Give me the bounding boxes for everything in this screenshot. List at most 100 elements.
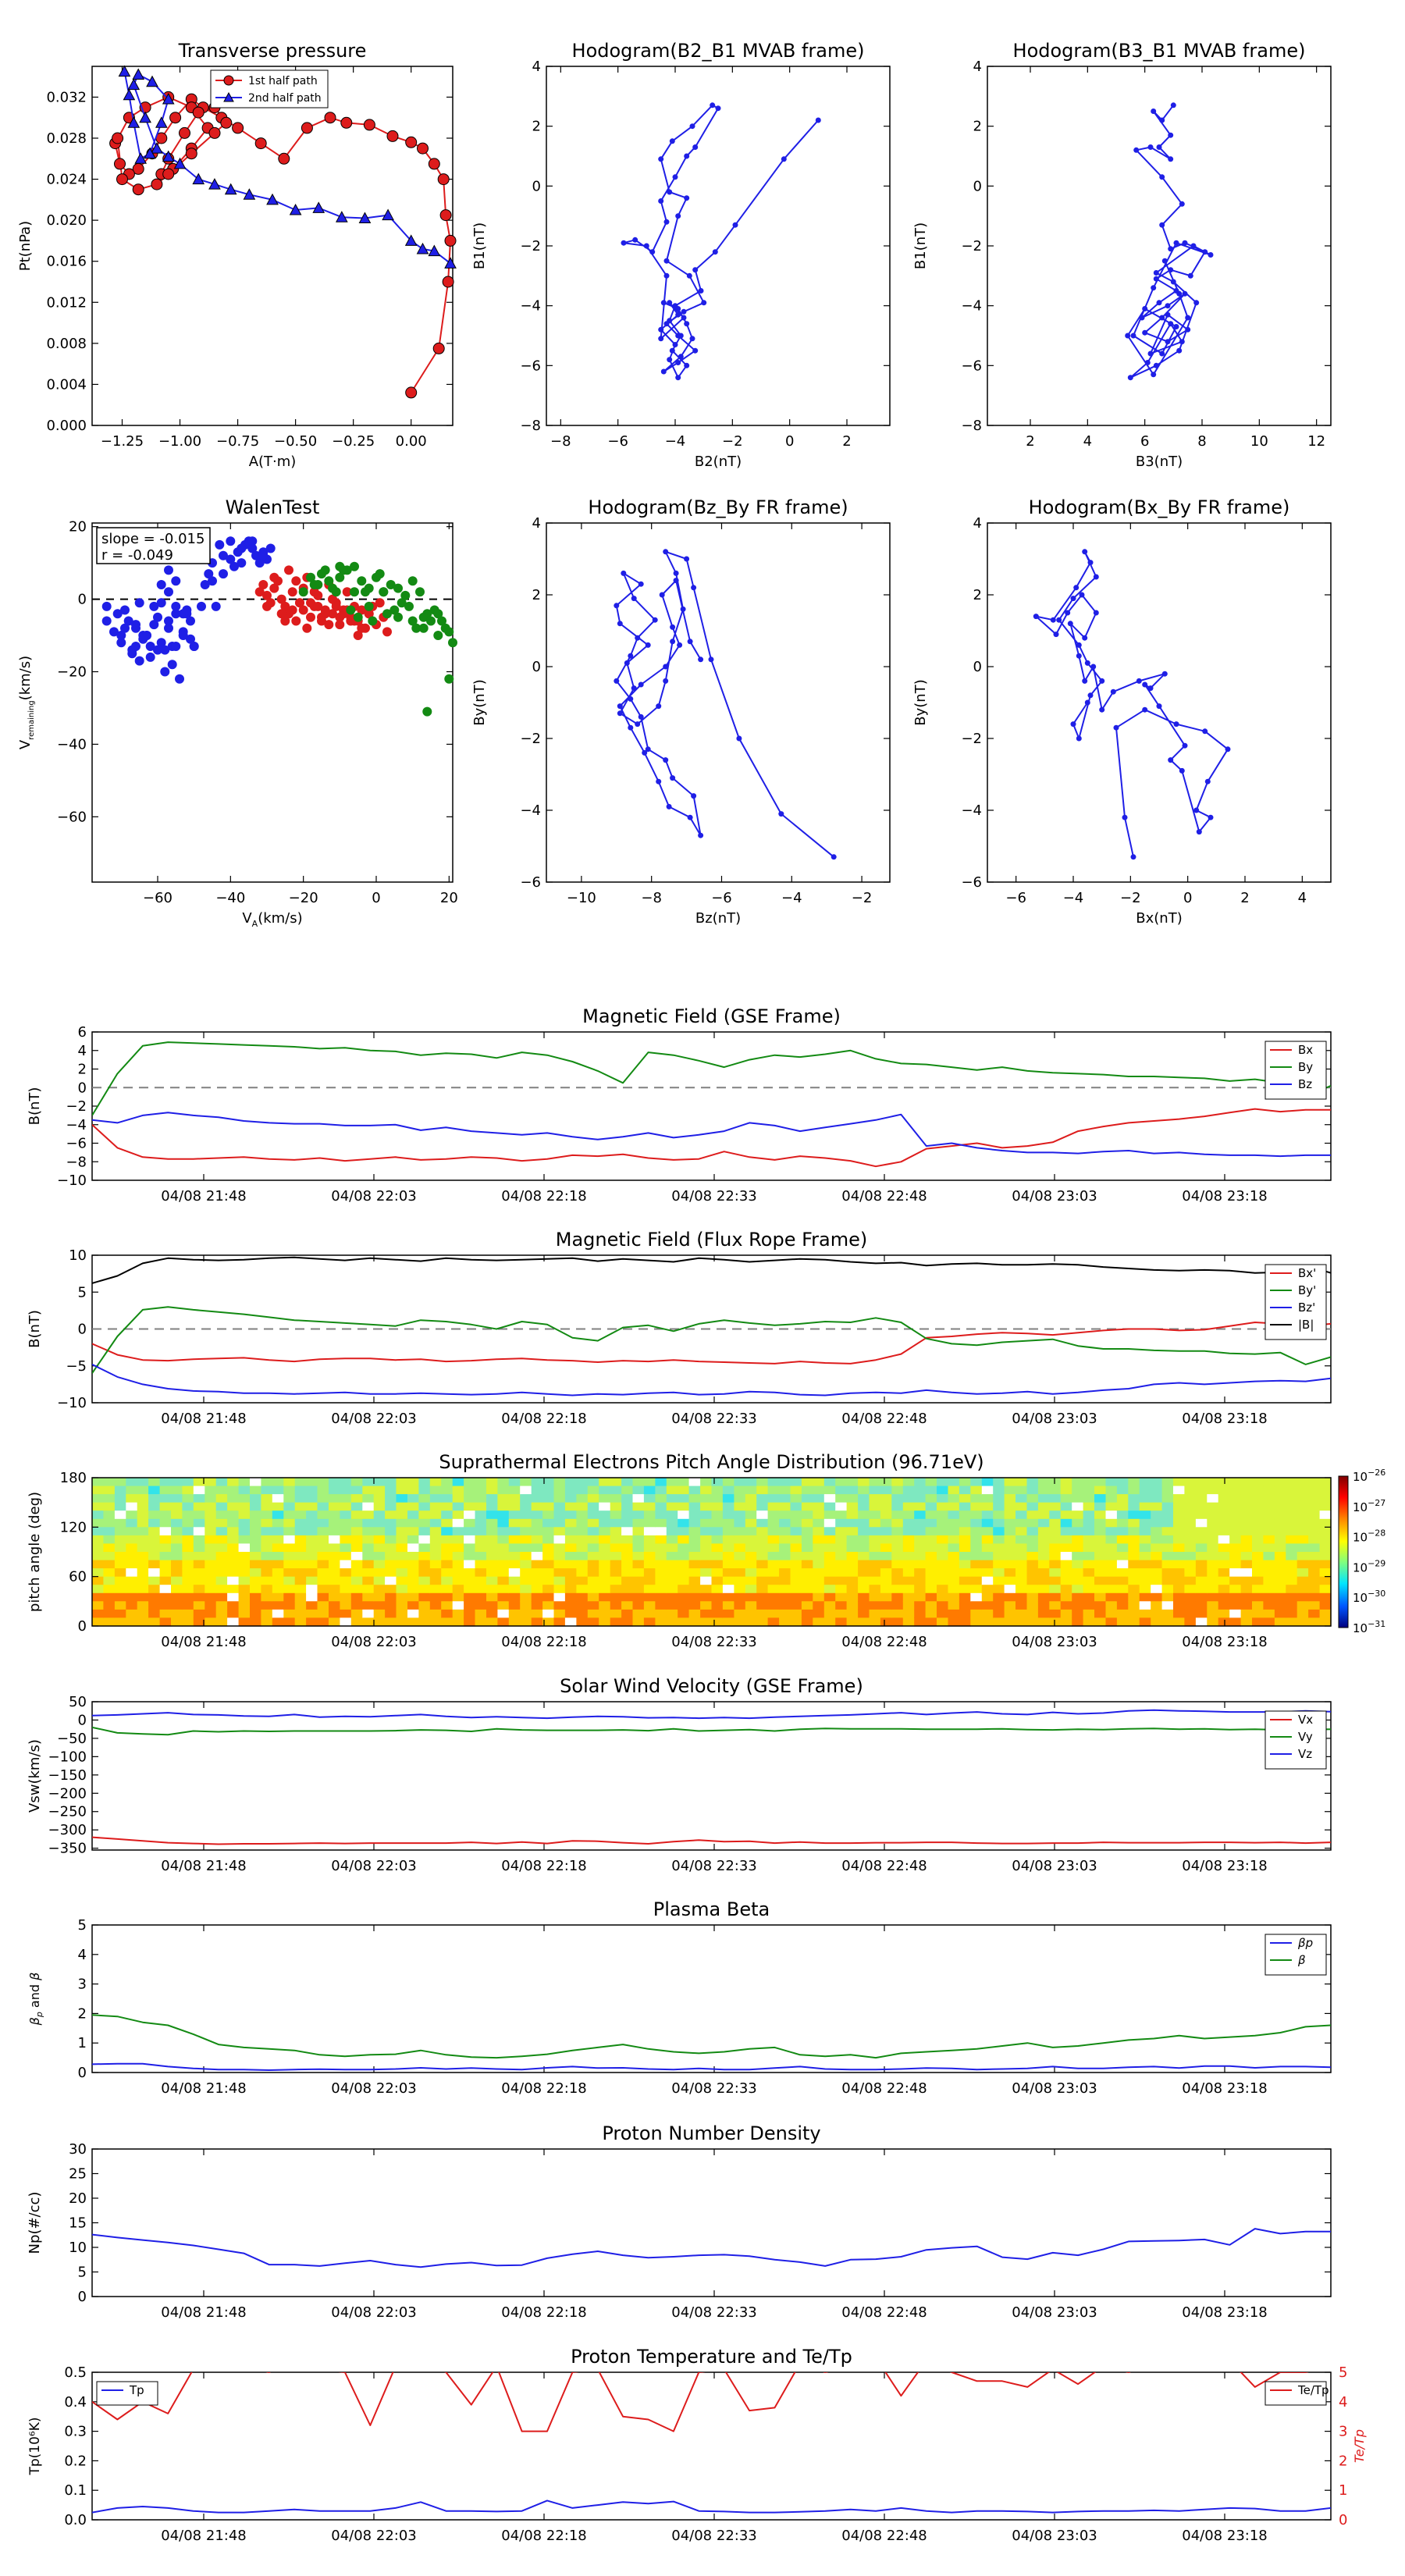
heatmap-cell (159, 1601, 172, 1610)
heatmap-cell (294, 1543, 307, 1553)
heatmap-cell (767, 1485, 780, 1495)
chart-title: Hodogram(B3_B1 MVAB frame) (1013, 40, 1306, 62)
walen-point-blue (116, 638, 126, 648)
heatmap-cell (362, 1502, 375, 1511)
series-By' (92, 1306, 1331, 1374)
walen-point-blue (164, 623, 173, 633)
time-tick-label: 04/08 23:18 (1182, 2528, 1267, 2544)
heatmap-cell (464, 1535, 476, 1545)
heatmap-cell (993, 1494, 1005, 1503)
walen-point-blue (237, 543, 247, 553)
heatmap-cell (329, 1617, 340, 1627)
series-βp (92, 2062, 1331, 2071)
heatmap-cell (914, 1494, 927, 1503)
heatmap-cell (283, 1502, 296, 1511)
y-tick-label: 15 (69, 2215, 87, 2232)
walen-point-green (440, 623, 450, 633)
heatmap-cell (294, 1485, 307, 1495)
y-tick-label: 5 (78, 1917, 87, 1934)
heatmap-cell (261, 1527, 273, 1536)
heatmap-cell (497, 1510, 510, 1520)
heatmap-cell (317, 1502, 329, 1511)
heatmap-cell (464, 1585, 476, 1594)
heatmap-cell (767, 1543, 780, 1553)
time-tick-label: 04/08 23:03 (1012, 1858, 1097, 1874)
heatmap-cell (261, 1576, 273, 1585)
heatmap-cell (486, 1527, 498, 1536)
heatmap-cell (329, 1494, 340, 1503)
heatmap-cell (1060, 1585, 1072, 1594)
heatmap-cell (250, 1478, 261, 1487)
heatmap-cell (193, 1518, 205, 1528)
heatmap-cell (486, 1585, 498, 1594)
heatmap-cell (813, 1527, 825, 1536)
heatmap-cell (486, 1543, 498, 1553)
heatmap-cell (272, 1543, 284, 1553)
heatmap-cell (858, 1617, 870, 1627)
marker-1st-half (437, 173, 450, 186)
heatmap-cell (937, 1552, 948, 1561)
heatmap-cell (688, 1609, 701, 1619)
heatmap-cell (745, 1494, 757, 1503)
y-tick-label: 0.004 (46, 376, 87, 393)
heatmap-cell (734, 1535, 746, 1545)
heatmap-cell (643, 1576, 656, 1585)
heatmap-cell (171, 1543, 183, 1553)
heatmap-cell (858, 1485, 870, 1495)
heatmap-cell (92, 1478, 104, 1487)
heatmap-cell (666, 1485, 678, 1495)
heatmap-cell (564, 1552, 577, 1561)
heatmap-cell (1173, 1543, 1185, 1553)
heatmap-cell (1151, 1601, 1163, 1610)
heatmap-cell (329, 1585, 340, 1594)
heatmap-cell (948, 1609, 960, 1619)
heatmap-cell (464, 1601, 476, 1610)
heatmap-cell (238, 1560, 251, 1569)
heatmap-cell (486, 1510, 498, 1520)
hodogram-point (1176, 347, 1183, 354)
heatmap-cell (452, 1527, 464, 1536)
beta-frame (91, 1924, 1332, 2073)
heatmap-cell (1229, 1576, 1242, 1585)
walen-point-red (276, 609, 286, 619)
heatmap-cell (880, 1502, 892, 1511)
heatmap-cell (1016, 1585, 1027, 1594)
heatmap-cell (1195, 1543, 1208, 1553)
heatmap-cell (1308, 1485, 1321, 1495)
heatmap-cell (981, 1535, 994, 1545)
heatmap-cell (215, 1518, 228, 1528)
heatmap-cell (756, 1494, 769, 1503)
heatmap-cell (464, 1609, 476, 1619)
heatmap-cell (880, 1527, 892, 1536)
hodogram-point (1187, 272, 1193, 279)
heatmap-cell (1116, 1527, 1129, 1536)
heatmap-cell (205, 1576, 217, 1585)
heatmap-cell (1083, 1552, 1095, 1561)
walen-point-blue (219, 550, 228, 560)
heatmap-cell (1218, 1535, 1230, 1545)
walen-point-blue (226, 554, 236, 564)
colorbar-tick-label: 10−28 (1353, 1528, 1385, 1545)
hodogram-point (1070, 596, 1076, 602)
heatmap-cell (678, 1617, 690, 1627)
heatmap-cell (790, 1527, 802, 1536)
heatmap-cell (666, 1478, 678, 1487)
marker-2nd-half (151, 142, 163, 154)
heatmap-cell (678, 1478, 690, 1487)
marker-1st-half (112, 132, 124, 144)
heatmap-cell (182, 1560, 194, 1569)
heatmap-cell (1263, 1592, 1275, 1602)
heatmap-cell (610, 1609, 622, 1619)
heatmap-cell (1128, 1552, 1140, 1561)
heatmap-cell (1004, 1543, 1016, 1553)
heatmap-cell (350, 1601, 363, 1610)
heatmap-cell (1319, 1617, 1332, 1627)
heatmap-cell (1161, 1560, 1174, 1569)
heatmap-cell (475, 1518, 487, 1528)
heatmap-cell (531, 1552, 543, 1561)
heatmap-cell (1263, 1510, 1275, 1520)
walen-point-green (350, 561, 359, 571)
heatmap-cell (1094, 1485, 1106, 1495)
heatmap-cell (362, 1585, 375, 1594)
h4-frame (987, 522, 1332, 883)
